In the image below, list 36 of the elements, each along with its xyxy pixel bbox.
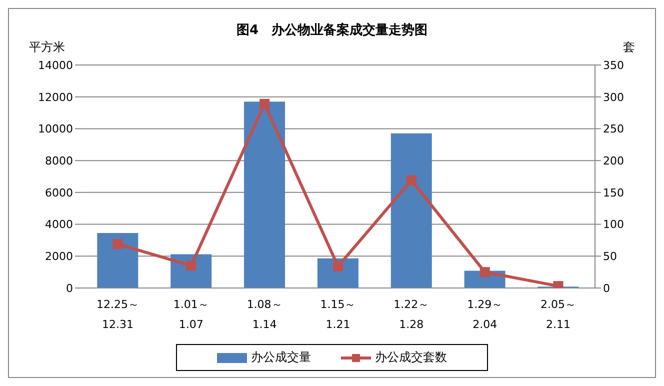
y2-tick-label: 50 (603, 250, 617, 264)
legend-label: 办公成交套数 (374, 349, 447, 366)
bar (390, 133, 432, 288)
y2-tick-label: 350 (603, 58, 624, 72)
x-tick-label: 1.15～ 1.21 (320, 298, 356, 331)
y2-tick-label: 150 (603, 186, 624, 200)
y2-tick-label: 200 (603, 154, 624, 168)
x-tick-label: 1.08～ 1.14 (246, 298, 282, 331)
y-axis-title: 平方米 (29, 39, 65, 56)
chart-title: 图4 办公物业备案成交量走势图 (235, 22, 429, 39)
x-tick-label: 12.25～ 12.31 (96, 298, 139, 331)
y2-tick-label: 300 (603, 90, 624, 104)
y-tick-label: 2000 (45, 250, 73, 264)
y-tick-label: 10000 (38, 122, 73, 136)
y2-tick-label: 0 (603, 282, 610, 295)
x-tick-label: 1.29～ 2.04 (467, 298, 503, 331)
x-tick-label: 2.05～ 2.11 (540, 298, 576, 331)
point (112, 239, 123, 250)
point (260, 98, 270, 109)
bar (97, 233, 138, 288)
y2-axis-title: 套 (623, 39, 635, 56)
legend-label: 办公成交量 (250, 349, 311, 366)
y-tick-label: 14000 (38, 58, 73, 72)
x-tick-label: 1.22～ 1.28 (394, 298, 430, 331)
y2-tick-label: 100 (603, 218, 624, 232)
bar (244, 102, 286, 288)
y2-tick-label: 250 (603, 122, 624, 136)
y-tick-label: 6000 (45, 186, 73, 200)
point (480, 267, 490, 278)
y-tick-label: 8000 (45, 154, 73, 168)
y-tick-label: 12000 (38, 90, 73, 104)
x-tick-label: 1.01～ 1.07 (173, 298, 209, 331)
point (333, 261, 343, 272)
y-tick-label: 0 (66, 282, 73, 295)
y-tick-label: 4000 (45, 218, 73, 232)
point (406, 175, 416, 186)
